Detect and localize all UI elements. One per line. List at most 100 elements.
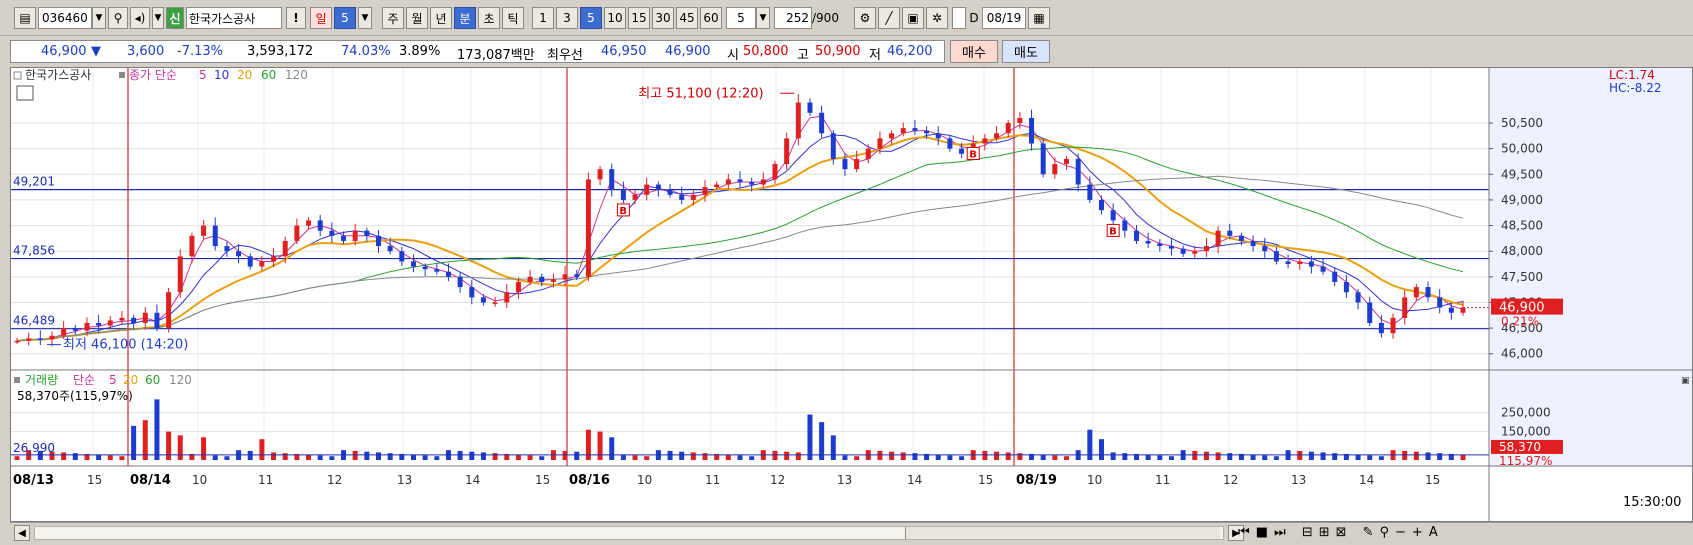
chart-area[interactable]: B B B 50,500 50,000 49,500 49,000 48,500 48,000… — [10, 67, 1693, 522]
period-tick-button[interactable]: 틱 — [502, 7, 524, 29]
count-select[interactable]: 5 — [726, 7, 756, 29]
code-dropdown-icon[interactable]: ▼ — [92, 7, 106, 29]
count-total: /900 — [812, 11, 839, 25]
candle-body — [1192, 251, 1198, 254]
credit-badge: 신 — [166, 7, 184, 29]
b-marker-box — [616, 203, 630, 217]
candle-body — [1238, 235, 1244, 241]
period-number-button[interactable]: 5 — [334, 7, 356, 29]
volume-bar — [1332, 453, 1338, 460]
volume-bar — [1052, 455, 1058, 460]
period-second-button[interactable]: 초 — [478, 7, 500, 29]
candle-body — [14, 340, 20, 343]
volume-bar — [61, 452, 67, 460]
layout-icon[interactable]: ▤ — [14, 7, 36, 29]
low-label: 저 — [869, 48, 881, 63]
candle-body — [166, 292, 172, 329]
period-minute-button[interactable]: 분 — [454, 7, 476, 29]
candle-body — [119, 317, 125, 321]
indicator-icon[interactable]: ⚙ — [854, 7, 876, 29]
count-dropdown-icon[interactable]: ▼ — [756, 7, 770, 29]
search-icon[interactable]: ⚲ — [108, 7, 128, 29]
interval-60-button[interactable]: 60 — [700, 7, 722, 29]
volume-bar — [900, 452, 906, 460]
candle-body — [515, 281, 521, 293]
volume-panel-close-icon[interactable]: ▣ — [1681, 376, 1690, 386]
annotations: B B B — [47, 92, 1489, 346]
calendar-icon[interactable]: ▦ — [1028, 7, 1050, 29]
candle-body — [1110, 210, 1116, 221]
count-input[interactable]: 252 — [774, 7, 812, 29]
candle-body — [504, 292, 510, 303]
period-year-button[interactable]: 년 — [430, 7, 452, 29]
scroll-right-icon[interactable]: ▶ — [1228, 525, 1244, 541]
date-checkbox[interactable] — [952, 7, 966, 29]
high-annotation: 최고 51,100 (12:20) — [638, 86, 763, 101]
stock-name-field[interactable]: 한국가스공사 — [186, 7, 282, 29]
table-toggle-icon[interactable] — [16, 85, 34, 101]
candle-body — [947, 138, 953, 149]
hline-label-low: 46,489 — [13, 314, 55, 328]
candle-body — [1005, 123, 1011, 134]
scroll-thumb[interactable] — [905, 527, 1220, 539]
candle-body — [865, 148, 871, 159]
volume-bar — [399, 453, 405, 460]
candle-body — [1017, 117, 1023, 124]
volume-bar — [1250, 454, 1256, 460]
volume-bar — [1133, 453, 1139, 460]
interval-30-button[interactable]: 30 — [652, 7, 674, 29]
volume-bar — [702, 453, 708, 460]
sell-button[interactable]: 매도 — [1002, 40, 1050, 63]
period-month-button[interactable]: 월 — [406, 7, 428, 29]
zoom-tools[interactable]: ⏮■⏭ ⊟⊞⊠ ✎⚲−+A — [1238, 525, 1444, 540]
candle-body — [1122, 220, 1128, 231]
interval-15-button[interactable]: 15 — [628, 7, 650, 29]
volume-legend-ma60: 60 — [145, 373, 160, 387]
date-input[interactable]: 08/19 — [982, 7, 1026, 29]
save-icon[interactable]: ▣ — [902, 7, 924, 29]
chart-scrollbar[interactable]: ◀ ▶ ⏮■⏭ ⊟⊞⊠ ✎⚲−+A — [10, 522, 1693, 543]
volume-bar — [317, 455, 323, 460]
period-day-button[interactable]: 일 — [310, 7, 332, 29]
volume-bars — [11, 399, 1489, 460]
volume-bar — [1005, 452, 1011, 460]
price-tick-label: 48,500 — [1501, 219, 1543, 233]
candle-body — [107, 320, 113, 326]
interval-10-button[interactable]: 10 — [604, 7, 626, 29]
volume-info: 58,370주(115,97%) — [17, 389, 133, 403]
volume-bar — [574, 451, 580, 460]
speaker-icon[interactable]: ◂) — [130, 7, 150, 29]
period-week-button[interactable]: 주 — [382, 7, 404, 29]
line-tool-icon[interactable]: ╱ — [878, 7, 900, 29]
interval-45-button[interactable]: 45 — [676, 7, 698, 29]
candle-body — [410, 261, 416, 267]
candle-body — [632, 194, 638, 200]
volume-bar — [142, 420, 148, 460]
scroll-left-icon[interactable]: ◀ — [14, 525, 30, 541]
volume-legend-ma-label: 단순 — [73, 373, 95, 387]
interval-5-button[interactable]: 5 — [580, 7, 602, 29]
settings-icon[interactable]: ✲ — [926, 7, 948, 29]
volume-bar — [329, 456, 335, 460]
volume-bar — [1087, 429, 1093, 460]
interval-3-button[interactable]: 3 — [556, 7, 578, 29]
volume-tick-label: 250,000 — [1501, 406, 1551, 420]
buy-button[interactable]: 매수 — [950, 40, 998, 63]
high-price: 50,900 — [815, 44, 861, 59]
alert-button[interactable]: ! — [286, 7, 306, 29]
best-bid: 46,900 — [665, 44, 711, 59]
volume-bar — [1099, 439, 1104, 460]
speaker-dropdown-icon[interactable]: ▼ — [152, 7, 164, 29]
price-chart-svg[interactable]: B B B 50,500 50,000 49,500 49,000 48,500 48,000… — [11, 68, 1692, 521]
volume-bar — [807, 414, 813, 460]
moving-averages — [16, 115, 1464, 342]
best-ask: 46,950 — [601, 44, 647, 59]
stock-code-input[interactable]: 036460 — [38, 7, 92, 29]
candle-body — [1087, 184, 1093, 200]
candle-body — [959, 148, 965, 154]
period-dropdown-icon[interactable]: ▼ — [358, 7, 372, 29]
interval-1-button[interactable]: 1 — [532, 7, 554, 29]
volume-bar — [1227, 453, 1233, 460]
scroll-track[interactable] — [34, 526, 1224, 540]
candle-body — [1168, 246, 1174, 249]
